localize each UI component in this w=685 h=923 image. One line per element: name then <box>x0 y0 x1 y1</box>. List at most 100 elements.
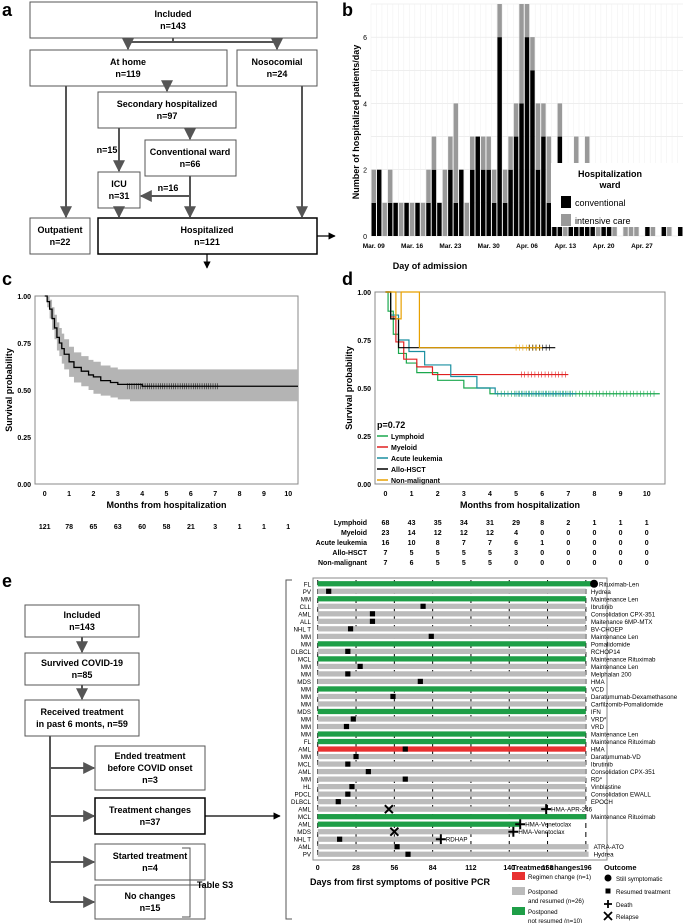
xtick-label-d: 1 <box>410 491 414 498</box>
risk-value-d: 6 <box>514 540 518 547</box>
row-diagnosis: MDS <box>297 829 311 836</box>
marker-resumed <box>417 678 423 685</box>
row-treatment: BV-CHOEP <box>591 626 623 633</box>
bar-intensive-care <box>546 136 552 203</box>
swimmer-bar <box>317 603 586 609</box>
bar-conventional <box>519 103 524 236</box>
box-e-included-n: n=143 <box>69 622 95 632</box>
bar-intensive-care <box>442 169 448 236</box>
bar-intensive-care <box>519 4 524 104</box>
swimmer-bar <box>317 776 586 782</box>
bar-intensive-care <box>508 136 513 170</box>
row-diagnosis: PV <box>303 589 312 596</box>
swimmer-bar <box>317 746 586 752</box>
swimmer-bar <box>317 663 586 670</box>
ytick-label-d: 0.00 <box>357 482 371 489</box>
risk-value-d: 1 <box>645 520 649 527</box>
swimmer-bar <box>317 829 514 835</box>
box-icu-title: ICU <box>111 179 127 189</box>
legend-b-label: intensive care <box>575 216 631 226</box>
risk-value-d: 7 <box>383 550 387 557</box>
row-diagnosis: MM <box>301 596 311 603</box>
box-hospitalized-title: Hospitalized <box>180 225 233 235</box>
risk-value-c: 1 <box>286 524 290 531</box>
swimmer-bar <box>317 761 586 767</box>
box-e-received <box>24 699 140 737</box>
bracket-s3 <box>182 847 197 918</box>
row-treatment: HMA-APR-246 <box>551 807 592 814</box>
risk-value-d: 5 <box>436 560 440 567</box>
risk-value-d: 0 <box>566 540 570 547</box>
marker-resumed <box>428 633 434 639</box>
row-diagnosis: MM <box>301 686 311 693</box>
box-e-nochanges-title: No changes <box>124 891 175 901</box>
bar-conventional <box>437 202 442 236</box>
legend-e-outcome-label: Relapse <box>616 914 639 921</box>
legend-b-title: Hospitalization <box>578 169 642 179</box>
row-treatment: RCHOP14 <box>591 649 621 656</box>
swimmer-bar <box>317 844 589 850</box>
bar-conventional <box>546 202 552 236</box>
legend-e-outcome-label: Death <box>616 902 633 909</box>
risk-value-d: 31 <box>486 520 494 527</box>
risk-value-c: 58 <box>163 524 171 531</box>
row-treatment: Maintenance Len <box>591 596 639 603</box>
swimmer-bar <box>317 588 586 594</box>
bar-intensive-care <box>574 136 579 170</box>
marker-resumed <box>420 603 426 609</box>
swimmer-bar <box>317 633 586 639</box>
box-e-nochanges <box>94 884 206 920</box>
marker-resumed <box>357 663 363 670</box>
risk-value-d: 14 <box>408 530 416 537</box>
row-treatment: Maitenance 6MP-MTX <box>591 619 653 626</box>
legend-e-change-label: not resumed (n=10) <box>528 918 582 923</box>
risk-value-d: 0 <box>645 540 649 547</box>
legend-marker-resumed <box>605 888 611 894</box>
panel-label-a: a <box>2 0 13 20</box>
row-treatment: Consolidation CPX-351 <box>591 769 656 776</box>
swimmer-bar <box>317 783 586 790</box>
row-diagnosis: AML <box>298 822 311 829</box>
xtick-label-b: Mar. 30 <box>478 243 500 250</box>
risk-value-d: 0 <box>645 530 649 537</box>
ytick-label-d: 0.75 <box>357 338 371 345</box>
risk-name-d: Allo-HSCT <box>332 550 367 557</box>
label-table-s3: Table S3 <box>197 880 233 890</box>
ytick-label-b: 2 <box>363 168 367 175</box>
xtick-label-c: 2 <box>91 491 95 498</box>
row-diagnosis: ALL <box>300 619 312 626</box>
row-treatment: EPOCH <box>591 799 613 806</box>
row-treatment: Maintenance Rituximab <box>591 814 656 821</box>
swimmer-bar <box>317 821 521 827</box>
marker-death <box>541 804 552 815</box>
row-treatment: VCD <box>591 686 605 693</box>
swimmer-bar <box>317 581 595 587</box>
bar-conventional <box>387 202 393 236</box>
row-diagnosis: MM <box>301 777 311 784</box>
xtick-label-b: Mar. 16 <box>401 243 423 250</box>
bar-intensive-care <box>502 169 508 203</box>
marker-still-symptomatic <box>590 579 599 588</box>
bar-conventional <box>508 169 513 236</box>
box-outpatient-n: n=22 <box>50 237 71 247</box>
risk-value-d: 0 <box>593 530 597 537</box>
bar-conventional <box>448 169 453 236</box>
row-treatment: Rituximab-Len <box>599 581 639 588</box>
row-treatment: Pomalidomide <box>591 641 631 648</box>
swimmer-bar <box>317 806 547 812</box>
row-diagnosis: DLBCL <box>291 649 312 656</box>
flowchart-a: Included n=143 At home n=119 Nosocomial … <box>29 1 336 269</box>
risk-value-d: 6 <box>410 560 414 567</box>
bar-intensive-care <box>470 136 475 170</box>
xtick-label-e: 56 <box>390 865 398 872</box>
legend-e-swatch <box>512 872 525 880</box>
bar-intensive-care <box>431 136 437 170</box>
bar-conventional <box>513 136 519 236</box>
box-at-home <box>29 49 228 87</box>
risk-value-c: 60 <box>138 524 146 531</box>
risk-value-d: 5 <box>488 550 492 557</box>
xtick-label-c: 1 <box>67 491 71 498</box>
legend-d-label: Non-malignant <box>391 478 441 485</box>
risk-value-d: 5 <box>462 550 466 557</box>
